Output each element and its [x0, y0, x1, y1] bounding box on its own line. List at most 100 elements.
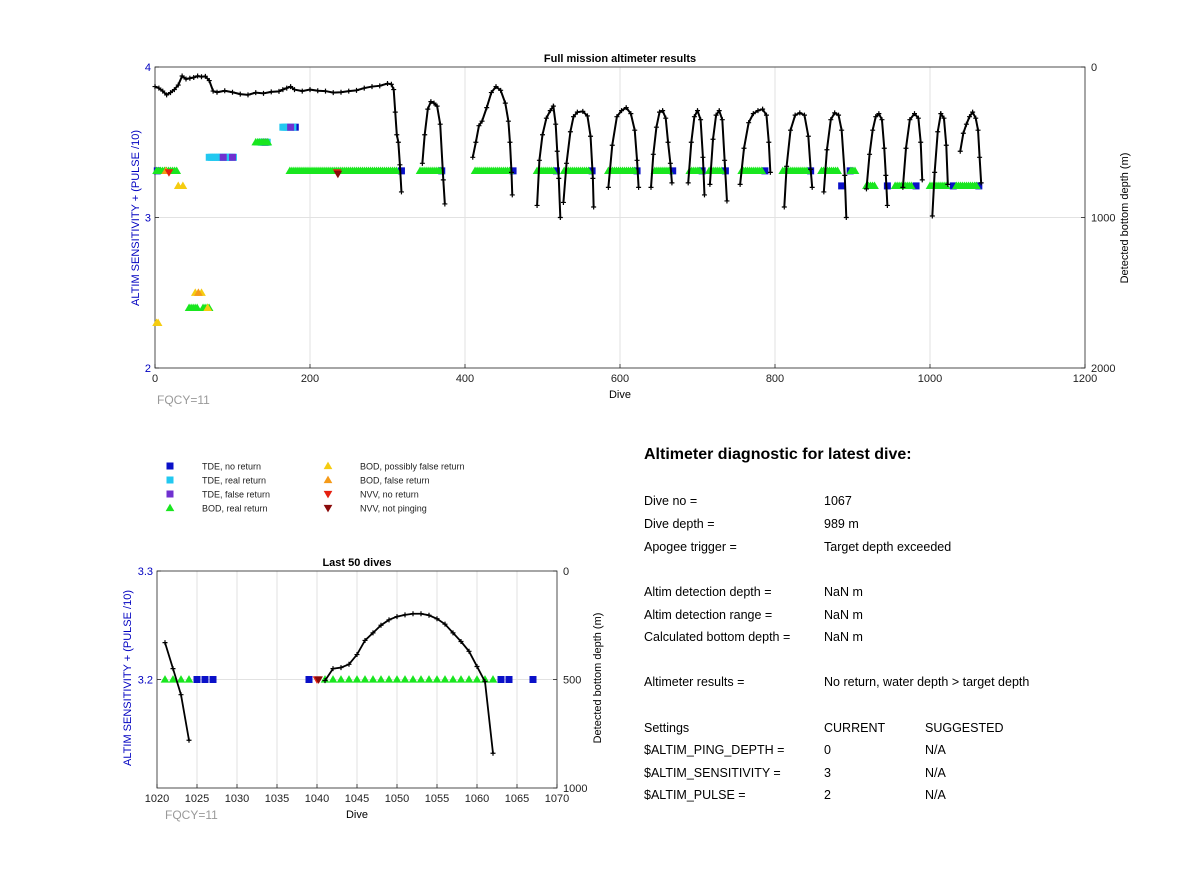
bod-real-return-marker — [424, 675, 434, 683]
suggested-header: SUGGESTED — [925, 721, 1004, 735]
legend-label: BOD, false return — [360, 476, 430, 486]
x-tick-label: 1060 — [465, 793, 489, 805]
bod-real-return-marker — [376, 675, 386, 683]
depth-trace-point — [237, 91, 243, 97]
y-tick-label: 3.3 — [138, 566, 153, 578]
detection-range-label: Altim detection range = — [644, 608, 773, 622]
depth-trace-point — [488, 90, 494, 96]
depth-trace-point — [609, 142, 615, 148]
depth-trace-point — [425, 106, 431, 112]
depth-trace-point — [978, 180, 984, 186]
depth-trace-point — [187, 75, 193, 81]
diagnostic-panel: Altimeter diagnostic for latest dive: Di… — [644, 446, 1164, 802]
depth-trace-point — [183, 76, 189, 82]
depth-trace-point — [963, 121, 969, 127]
depth-trace-point — [912, 111, 917, 117]
x-tick-label: 1200 — [1073, 373, 1097, 385]
bod-real-return-marker — [464, 675, 474, 683]
x-tick-label: 1050 — [385, 793, 409, 805]
depth-trace-line — [607, 106, 640, 188]
depth-trace-point — [784, 163, 790, 169]
depth-trace-line — [931, 111, 949, 217]
depth-trace-point — [385, 81, 390, 87]
depth-trace-point — [490, 750, 496, 756]
tde-false-return-marker — [287, 123, 295, 131]
depth-trace-point — [973, 115, 979, 121]
tde-no-return-marker — [949, 182, 957, 190]
bod-false-return-marker — [194, 288, 203, 296]
depth-trace-point — [700, 154, 706, 160]
y-tick-label: 3.2 — [138, 675, 153, 687]
x-axis-label: Dive — [346, 809, 368, 821]
depth-trace-point — [268, 89, 274, 95]
depth-trace-point — [900, 184, 906, 190]
bod-real-return-marker — [448, 675, 458, 683]
bod-real-return-marker — [160, 675, 170, 683]
depth-trace-point — [156, 85, 162, 91]
fqcy-annotation: FQCY=11 — [165, 808, 218, 822]
depth-trace-point — [299, 88, 305, 94]
depth-trace-point — [667, 160, 673, 166]
depth-trace-point — [737, 181, 743, 187]
depth-trace-point — [397, 162, 403, 168]
y-tick-label: 2 — [145, 363, 151, 375]
depth-trace-point — [473, 139, 479, 145]
depth-trace-point — [323, 88, 328, 94]
bod-real-return-marker — [336, 675, 346, 683]
depth-trace-line — [865, 111, 889, 206]
depth-trace-point — [591, 204, 597, 210]
tde-false-return-legend-marker — [166, 490, 174, 498]
depth-trace-point — [315, 88, 321, 94]
depth-trace-point — [398, 189, 404, 195]
current-header: CURRENT — [824, 721, 886, 735]
nvv-not-pinging-marker — [314, 676, 323, 684]
depth-trace-point — [741, 145, 747, 151]
depth-trace-point — [346, 88, 352, 94]
x-tick-label: 0 — [152, 373, 158, 385]
depth-trace-point — [722, 157, 728, 163]
depth-trace-point — [160, 88, 166, 94]
x-tick-label: 1055 — [425, 793, 449, 805]
depth-trace-point — [605, 184, 611, 190]
depth-trace-point — [941, 115, 947, 121]
x-tick-label: 1045 — [345, 793, 369, 805]
x-tick-label: 1020 — [145, 793, 169, 805]
bod-real-return-marker — [400, 675, 410, 683]
bod-real-return-marker — [328, 675, 338, 683]
x-tick-label: 1025 — [185, 793, 209, 805]
depth-trace-point — [162, 640, 168, 646]
depth-trace-point — [867, 151, 873, 157]
depth-trace-point — [760, 106, 766, 112]
depth-trace-point — [919, 177, 925, 183]
depth-trace-point — [876, 111, 882, 117]
depth-trace-point — [540, 132, 545, 138]
y2-tick-label: 1000 — [1091, 213, 1115, 225]
bod-real-return-marker — [392, 166, 401, 174]
depth-trace-point — [392, 109, 398, 115]
depth-trace-point — [230, 89, 235, 95]
depth-trace-point — [766, 139, 772, 145]
depth-trace-point — [688, 139, 694, 145]
bod-real-return-marker — [548, 166, 558, 174]
depth-trace-point — [669, 180, 675, 186]
x-tick-label: 1030 — [225, 793, 249, 805]
depth-trace-line — [562, 110, 595, 207]
tde-no-return-marker — [669, 167, 677, 175]
bod-real-return-marker — [384, 675, 394, 683]
depth-trace-point — [580, 108, 586, 114]
depth-trace-line — [324, 612, 494, 754]
tde-no-return-marker — [552, 167, 560, 175]
depth-trace-point — [202, 73, 208, 79]
depth-trace-point — [307, 87, 313, 93]
depth-trace-point — [170, 666, 176, 672]
depth-trace-point — [378, 622, 384, 628]
depth-trace-point — [330, 90, 336, 96]
depth-trace-point — [466, 648, 472, 654]
depth-trace-point — [440, 177, 446, 183]
depth-trace-point — [394, 614, 400, 620]
depth-trace-point — [330, 666, 336, 672]
depth-trace-point — [434, 103, 440, 109]
depth-trace-point — [557, 215, 563, 220]
depth-trace-point — [808, 166, 814, 172]
chart-title: Last 50 dives — [322, 557, 391, 569]
